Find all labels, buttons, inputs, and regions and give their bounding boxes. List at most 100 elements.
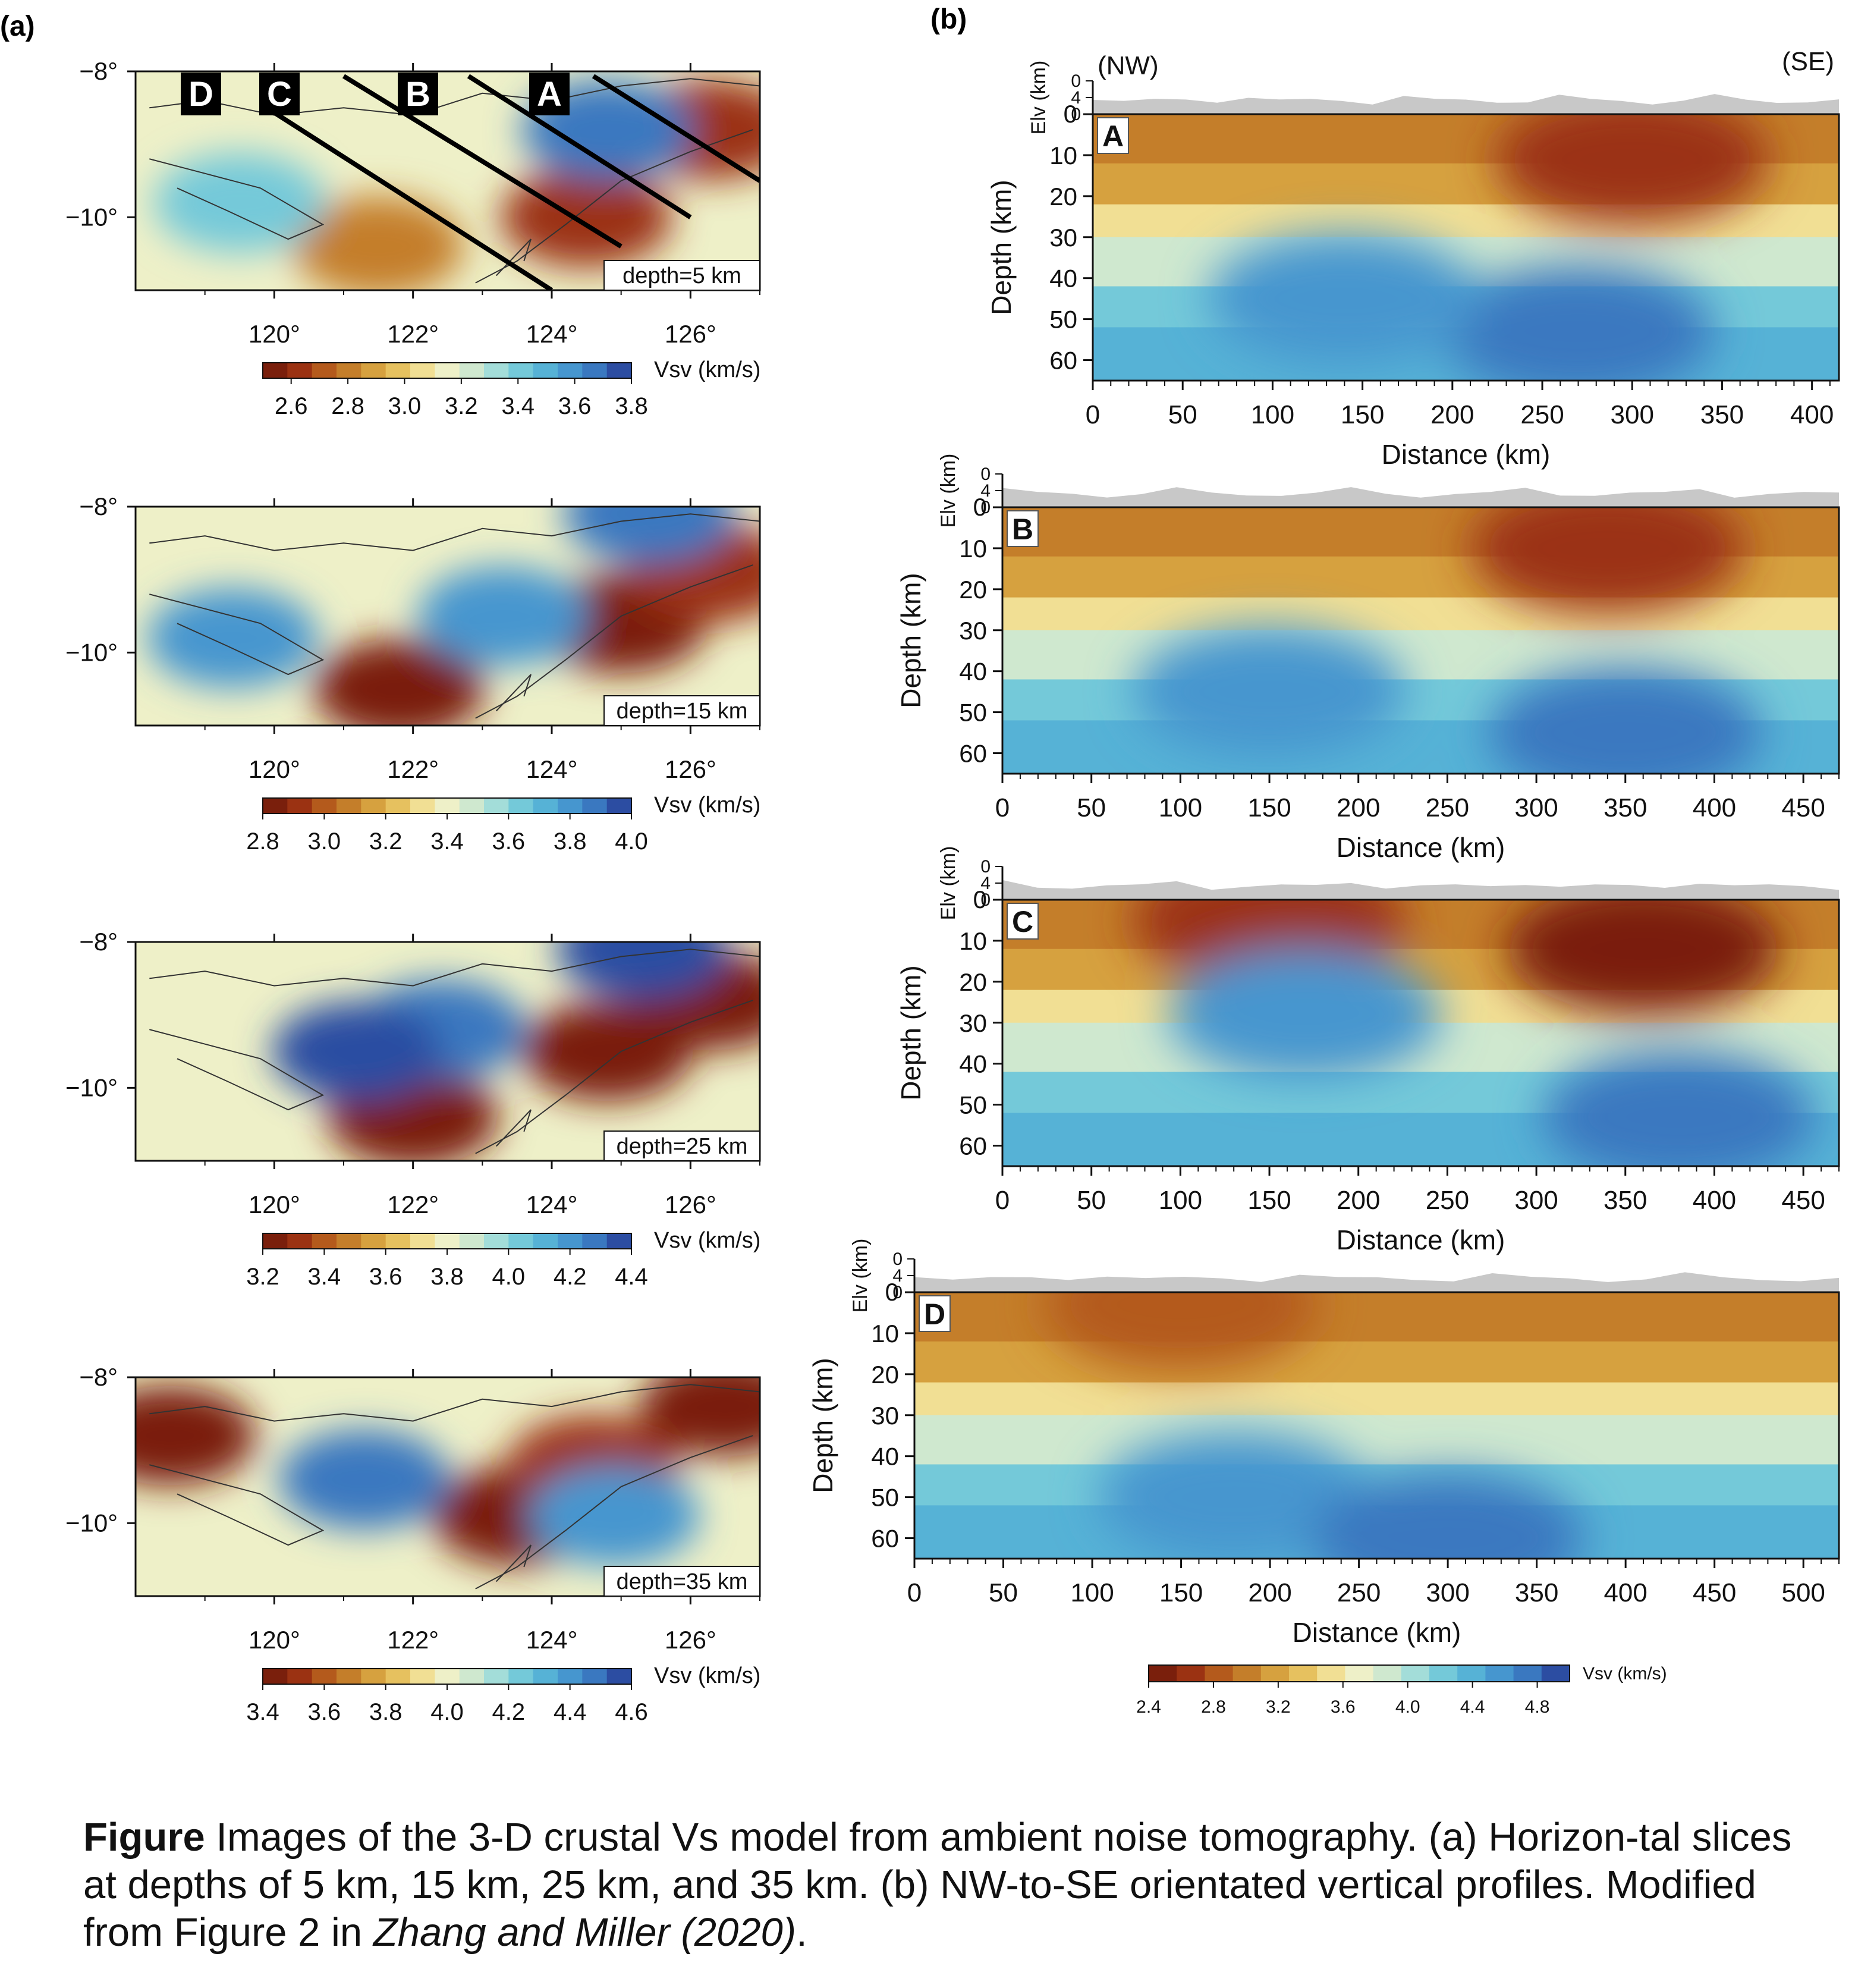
profile-letter: B [1012, 513, 1033, 546]
profile-letter: A [1102, 120, 1124, 153]
depth-tick-label: 10 [959, 535, 987, 563]
velocity-anomaly [1441, 266, 1715, 381]
velocity-anomaly [1168, 949, 1442, 1080]
colorbar-tick-label: 3.8 [554, 828, 587, 855]
profile-letter: D [924, 1298, 945, 1331]
velocity-anomaly [1044, 1292, 1318, 1370]
lon-tick-label: 122° [387, 1191, 439, 1218]
caption-citation: Zhang and Miller (2020) [373, 1910, 797, 1955]
colorbar-segment [582, 1669, 608, 1684]
lon-tick-label: 122° [387, 1626, 439, 1654]
profile-line [342, 74, 622, 249]
velocity-anomaly [154, 152, 325, 253]
distance-tick-label: 200 [1248, 1578, 1291, 1607]
elevation-tick-label: 4 [892, 1266, 903, 1286]
elevation-axis-label: Elv (km) [849, 1239, 872, 1313]
colorbar-tick-label: 3.6 [308, 1699, 341, 1725]
lat-tick-label: −8° [79, 57, 118, 85]
colorbar-segment [1429, 1665, 1458, 1682]
colorbar-segment [459, 363, 485, 378]
distance-axis-label: Distance (km) [1293, 1617, 1461, 1648]
depth-tick-label: 50 [959, 1091, 987, 1119]
colorbar-tick-label: 4.6 [615, 1699, 648, 1725]
colorbar-segment [1541, 1665, 1570, 1682]
colorbar-segment [385, 363, 411, 378]
depth-tick-label: 20 [959, 576, 987, 604]
anomaly-group [272, 942, 760, 1161]
lon-tick-label: 120° [249, 320, 300, 348]
distance-tick-label: 400 [1790, 400, 1834, 429]
colorbar-tick-label: 4.8 [1525, 1697, 1550, 1717]
velocity-anomaly [1542, 1051, 1816, 1166]
colorbar-segment [1260, 1665, 1290, 1682]
colorbar-segment [484, 798, 509, 814]
colorbar-segment [1177, 1665, 1205, 1682]
profile-frame [1001, 506, 1840, 775]
colorbar-segment [435, 363, 460, 378]
caption-bold: Figure [83, 1815, 205, 1860]
colorbar-segment [385, 1669, 411, 1684]
depth-tick-label: 40 [959, 658, 987, 686]
lat-tick-label: −8° [79, 492, 118, 520]
depth-axis-label: Depth (km) [895, 965, 926, 1100]
distance-tick-label: 150 [1247, 1186, 1291, 1215]
colorbar-segment [385, 798, 411, 814]
colorbar-segment [533, 1669, 558, 1684]
profile-marker-box [398, 73, 438, 115]
colorbar-segment [1457, 1665, 1486, 1682]
depth-tick-label: 20 [1049, 183, 1077, 211]
elevation-tick-label: 0 [980, 464, 991, 484]
colorbar-tick-label: 2.8 [246, 828, 279, 855]
distance-tick-label: 250 [1426, 1186, 1469, 1215]
depth-tick-label: 60 [1049, 347, 1077, 375]
profile-line [467, 74, 692, 219]
distance-tick-label: 300 [1514, 793, 1558, 822]
colorbar-tick-label: 3.4 [430, 828, 464, 855]
depth-tick-label: 30 [959, 617, 987, 645]
colorbar-segment [533, 798, 558, 814]
distance-tick-label: 100 [1251, 400, 1294, 429]
elevation-tick-label: 4 [1071, 88, 1081, 108]
distance-tick-label: 50 [1077, 793, 1106, 822]
profile-frame [1001, 899, 1840, 1167]
velocity-layer [914, 1382, 1839, 1417]
colorbar-tick-label: 3.6 [492, 828, 526, 855]
profile-marker-label: C [267, 75, 292, 114]
colorbar-segment [287, 1669, 313, 1684]
coastline [495, 1109, 532, 1147]
depth-zero-label: 0 [973, 885, 987, 913]
depth-tick-label: 10 [1049, 142, 1077, 169]
elevation-tick-label: 0 [980, 857, 991, 877]
colorbar-segment [410, 798, 435, 814]
colorbar-unit: Vsv (km/s) [654, 1228, 760, 1253]
colorbar-segment [312, 363, 337, 378]
distance-tick-label: 450 [1781, 793, 1825, 822]
velocity-section [1002, 900, 1839, 1166]
colorbar-segment [459, 1669, 485, 1684]
lon-tick-label: 122° [387, 755, 439, 783]
depth-axis-label: Depth (km) [895, 573, 926, 708]
depth-tick-label: 30 [959, 1009, 987, 1037]
colorbar-segment [435, 1233, 460, 1249]
colorbar-tick-label: 4.0 [615, 828, 648, 855]
colorbar-tick-label: 3.2 [1266, 1697, 1291, 1717]
depth-tick-label: 50 [871, 1484, 899, 1512]
colorbar-segment [312, 1669, 337, 1684]
colorbar-segment [410, 1669, 435, 1684]
elevation-tick-label: 4 [980, 481, 991, 501]
map-frame [134, 1376, 761, 1597]
velocity-layer [914, 1341, 1839, 1384]
depth-tick-label: 30 [871, 1402, 899, 1430]
coastline [149, 78, 760, 116]
profile-letter-box [1097, 117, 1129, 154]
colorbar-segment [508, 798, 534, 814]
colorbar-segment [410, 363, 435, 378]
colorbar-tick-label: 4.4 [554, 1699, 587, 1725]
distance-tick-label: 250 [1520, 400, 1564, 429]
coastline [495, 674, 532, 712]
velocity-anomaly [417, 566, 589, 666]
distance-tick-label: 150 [1159, 1578, 1203, 1607]
